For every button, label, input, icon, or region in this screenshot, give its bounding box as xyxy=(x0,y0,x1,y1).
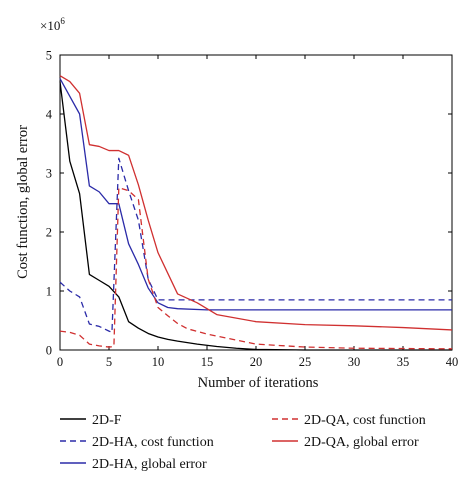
series-line-2d-ha-cost-function xyxy=(59,157,452,333)
y-axis-title: Cost function, global error xyxy=(15,125,31,279)
series-line-2d-qa-cost-function xyxy=(59,187,453,350)
y-scale-label: ×106 xyxy=(40,16,65,33)
x-tick-label: 5 xyxy=(106,355,112,369)
x-tick-label: 30 xyxy=(348,355,361,369)
y-tick-label: 5 xyxy=(46,49,52,63)
legend-label: 2D-HA, cost function xyxy=(92,435,214,450)
y-tick-label: 1 xyxy=(46,285,52,299)
series-lines xyxy=(59,75,453,351)
x-tick-label: 10 xyxy=(152,355,165,369)
legend-label: 2D-QA, global error xyxy=(304,435,419,450)
x-tick-label: 0 xyxy=(57,355,63,369)
series-line-2d-qa-global-error xyxy=(59,75,453,331)
series-line-2d-f xyxy=(59,81,452,351)
x-tick-label: 15 xyxy=(201,355,214,369)
y-tick-label: 0 xyxy=(46,344,52,358)
series-line-2d-ha-global-error xyxy=(59,78,452,311)
legend-label: 2D-HA, global error xyxy=(92,457,207,472)
legend: 2D-F 2D-HA, cost function 2D-HA, global er… xyxy=(60,413,426,472)
x-tick-label: 20 xyxy=(250,355,263,369)
axis-labels: ×106 Number of iterations Cost function,… xyxy=(15,16,319,391)
x-tick-label: 40 xyxy=(446,355,459,369)
legend-label: 2D-F xyxy=(92,413,122,428)
y-tick-label: 2 xyxy=(46,226,52,240)
y-tick-label: 4 xyxy=(46,108,53,122)
legend-label: 2D-QA, cost function xyxy=(304,413,426,428)
x-tick-label: 25 xyxy=(299,355,312,369)
y-tick-label: 3 xyxy=(46,167,52,181)
x-tick-label: 35 xyxy=(397,355,410,369)
x-axis-title: Number of iterations xyxy=(198,375,319,391)
